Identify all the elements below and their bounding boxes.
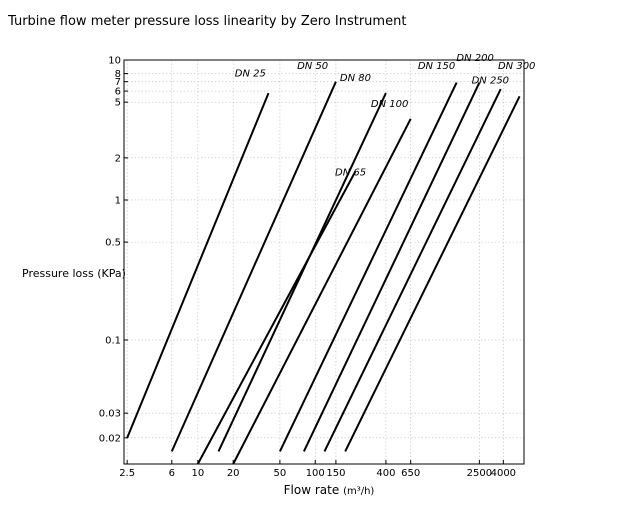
grid-layer [124,59,524,464]
series-line-dn50 [170,81,337,452]
series-line-dn200 [302,82,481,452]
x-axis-unit: (m³/h) [343,486,374,497]
series-label: DN 50 [297,61,328,72]
y-tick-label: 0.5 [105,238,121,249]
y-tick-label: 0.03 [99,409,121,420]
x-axis-label: Flow rate (m³/h) [284,483,375,497]
y-tick-label: 10 [108,56,121,67]
series-label: DN 100 [371,99,408,110]
y-tick-label: 8 [115,69,121,80]
series-line-dn250 [323,88,502,452]
y-tick-label: 0.02 [99,433,121,444]
series-label: DN 25 [235,69,266,80]
series-label: DN 150 [418,61,455,72]
y-tick-label: 5 [115,98,121,109]
y-tick-label: 0.1 [105,335,121,346]
series-label: DN 80 [340,73,371,84]
x-tick-label: 2500 [467,468,492,479]
series-label: DN 250 [472,75,509,86]
x-tick-label: 150 [326,468,345,479]
series-line-dn300 [344,95,521,452]
series-label: DN 200 [456,53,493,64]
series-label: DN 300 [498,61,535,72]
x-tick-label: 2.5 [119,468,135,479]
x-tick-label: 400 [376,468,395,479]
x-tick-label: 100 [306,468,325,479]
x-axis-label-text: Flow rate [284,483,340,497]
series-line-dn100 [232,118,412,465]
y-tick-label: 6 [115,87,121,98]
x-tick-label: 10 [191,468,204,479]
series-line-dn150 [278,82,458,452]
y-tick-label: 2 [115,153,121,164]
series-line-dn80 [217,92,387,452]
plot-frame [123,59,525,465]
series-line-dn25 [126,92,270,439]
series-layer [126,81,521,465]
x-tick-label: 50 [274,468,287,479]
series-line-dn65 [196,170,357,465]
x-tick-label: 20 [227,468,240,479]
y-tick-label: 1 [115,195,121,206]
y-tick-label: 7 [115,77,121,88]
chart-title: Turbine flow meter pressure loss lineari… [8,14,407,29]
series-label: DN 65 [335,167,366,178]
x-tick-label: 650 [401,468,420,479]
y-axis-label: Pressure loss (KPa) [22,267,126,280]
x-tick-label: 6 [169,468,175,479]
x-tick-label: 4000 [491,468,516,479]
